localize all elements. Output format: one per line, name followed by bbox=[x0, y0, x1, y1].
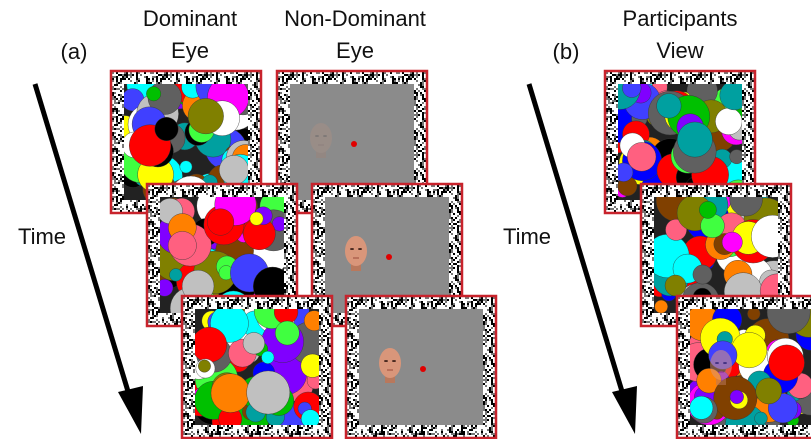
stimulus-panel bbox=[346, 296, 496, 438]
column-title: Non-Dominant bbox=[284, 6, 426, 31]
stimulus-panel bbox=[677, 290, 811, 439]
mondrian-mask bbox=[180, 291, 332, 439]
mondrian-mask bbox=[678, 290, 811, 439]
column-title: Eye bbox=[336, 38, 374, 63]
column-title: View bbox=[656, 38, 703, 63]
panel-label: (b) bbox=[553, 39, 580, 64]
panel-label: (a) bbox=[61, 39, 88, 64]
column-title: Eye bbox=[171, 38, 209, 63]
fixation-dot bbox=[386, 254, 392, 260]
column-title: Participants bbox=[623, 6, 738, 31]
fixation-dot bbox=[351, 141, 357, 147]
column-title: Dominant bbox=[143, 6, 237, 31]
figure: (a) Dominant Eye Non-Dominant Eye Time (… bbox=[0, 0, 811, 439]
time-label: Time bbox=[503, 224, 551, 249]
fixation-dot bbox=[420, 366, 426, 372]
stimulus-panel bbox=[180, 291, 332, 439]
time-label: Time bbox=[18, 224, 66, 249]
stimulus-panels bbox=[111, 65, 811, 439]
